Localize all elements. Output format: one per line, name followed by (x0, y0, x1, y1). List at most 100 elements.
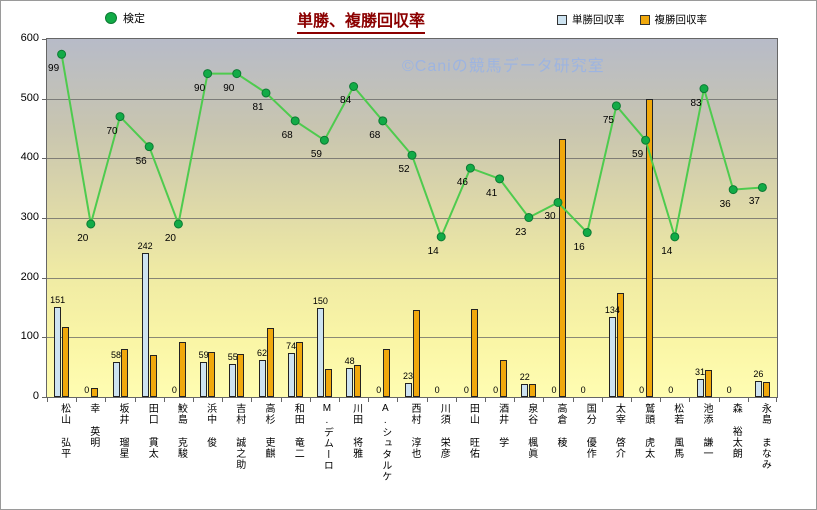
x-axis-tick (397, 397, 399, 402)
x-axis-label: 田口 貫太 (146, 403, 158, 459)
bar-value-label: 58 (110, 350, 121, 361)
y-axis-label: 0 (32, 390, 39, 402)
x-axis-tick (309, 397, 311, 402)
kentei-marker (553, 197, 563, 207)
bar-value-label: 0 (493, 385, 499, 395)
bar-value-label: 151 (50, 294, 66, 305)
bar-tansho (608, 317, 616, 397)
x-axis-label: 西村 淳也 (409, 403, 420, 459)
x-axis-label: 和田 竜二 (292, 403, 304, 459)
kentei-marker (728, 185, 738, 195)
kentei-marker (378, 116, 388, 126)
kentei-value-label: 90 (223, 82, 235, 94)
x-axis-tick (455, 397, 457, 402)
bar-fukusho (704, 370, 712, 397)
kentei-value-label: 20 (77, 232, 89, 244)
x-axis-label: A.シュタルケ (379, 403, 391, 482)
legend-kentei: 検定 (105, 10, 145, 26)
x-axis-label: 松山 弘平 (58, 403, 70, 459)
bar-fukusho (178, 341, 186, 397)
bar-fukusho (500, 360, 508, 397)
x-axis-tick (514, 397, 516, 402)
bar-value-label: 0 (668, 385, 674, 395)
bar-tansho (287, 352, 295, 397)
bar-fukusho (470, 308, 478, 397)
chart-title: 単勝、複勝回収率 (297, 7, 426, 34)
bar-value-label: 134 (604, 305, 620, 316)
x-axis-label: 国分 優作 (584, 403, 596, 459)
bar-fukusho (558, 139, 566, 397)
x-axis-label: 泉谷 楓眞 (525, 403, 537, 459)
x-axis-label: 浜中 俊 (204, 403, 216, 448)
bar-value-label: 0 (434, 385, 440, 395)
kentei-marker (319, 135, 329, 145)
bar-fukusho (324, 368, 332, 397)
x-axis-label: 池添 謙一 (701, 403, 712, 459)
bar-tansho (404, 383, 412, 397)
kentei-marker (203, 69, 213, 79)
x-axis-tick (251, 397, 253, 402)
x-axis-tick (631, 397, 632, 402)
legend-kentei-label: 検定 (123, 13, 145, 25)
y-axis-tick (42, 98, 47, 100)
bar-fukusho (762, 382, 770, 397)
bar-tansho (258, 360, 266, 397)
bar-fukusho (354, 365, 362, 397)
x-axis-tick (193, 397, 194, 402)
x-axis-label: 田山 旺佑 (467, 403, 479, 459)
bar-value-label: 74 (286, 340, 297, 351)
kentei-line (60, 54, 763, 240)
kentei-marker (611, 101, 621, 111)
x-axis-label: 川須 栄彦 (438, 403, 450, 459)
bar-value-label: 26 (753, 369, 764, 380)
x-axis-tick (747, 397, 749, 402)
x-axis-tick (163, 397, 165, 402)
plot-layer: ©Caniの競馬データ研究室 0 100 200 300 400 500 600 151 松山 … (21, 32, 777, 482)
gridline (47, 218, 777, 219)
x-axis-label: 酒井 学 (496, 403, 508, 448)
bar-fukusho (62, 326, 70, 397)
kentei-value-label: 68 (281, 129, 293, 141)
x-axis-label: 坂井 瑠星 (117, 403, 128, 459)
bar-fukusho (295, 341, 303, 397)
y-axis-label: 300 (20, 211, 39, 223)
x-axis-label: 鷲頭 虎太 (642, 403, 654, 459)
bar-tansho (112, 362, 120, 397)
bar-tansho (346, 368, 354, 397)
bar-fukusho (529, 383, 537, 397)
y-axis-tick (42, 218, 47, 219)
kentei-value-label: 30 (544, 211, 556, 223)
bar-value-label: 242 (137, 240, 153, 251)
bar-value-label: 0 (580, 385, 586, 395)
bar-fukusho (208, 352, 216, 397)
bar-tansho (754, 381, 762, 397)
bar-value-label: 0 (171, 385, 177, 395)
bar-fukusho (120, 349, 128, 397)
bar-fukusho (149, 355, 157, 397)
y-axis-label: 600 (20, 32, 39, 44)
x-axis-tick (222, 397, 224, 402)
kentei-value-label: 90 (194, 82, 206, 94)
kentei-value-label: 70 (106, 125, 118, 137)
x-axis-tick (543, 397, 545, 402)
bar-value-label: 0 (463, 385, 469, 395)
kentei-marker (436, 232, 446, 242)
bar-value-label: 0 (84, 385, 90, 395)
x-axis-label: 永島 まなみ (759, 403, 771, 470)
kentei-marker (86, 219, 96, 229)
x-axis-tick (689, 397, 691, 402)
y-axis-tick (42, 337, 47, 339)
x-axis-label: M.デムーロ (321, 403, 333, 471)
x-axis-label: 幸 英明 (87, 403, 99, 448)
kentei-marker (407, 150, 417, 160)
bar-tansho (521, 383, 529, 397)
kentei-value-label: 52 (398, 164, 410, 176)
kentei-marker (641, 135, 651, 145)
bar-tansho (229, 364, 237, 397)
kentei-marker (115, 112, 125, 122)
kentei-marker (144, 142, 154, 152)
x-axis-tick (105, 397, 107, 402)
x-axis-tick (134, 397, 136, 402)
y-axis-label: 500 (20, 91, 39, 104)
